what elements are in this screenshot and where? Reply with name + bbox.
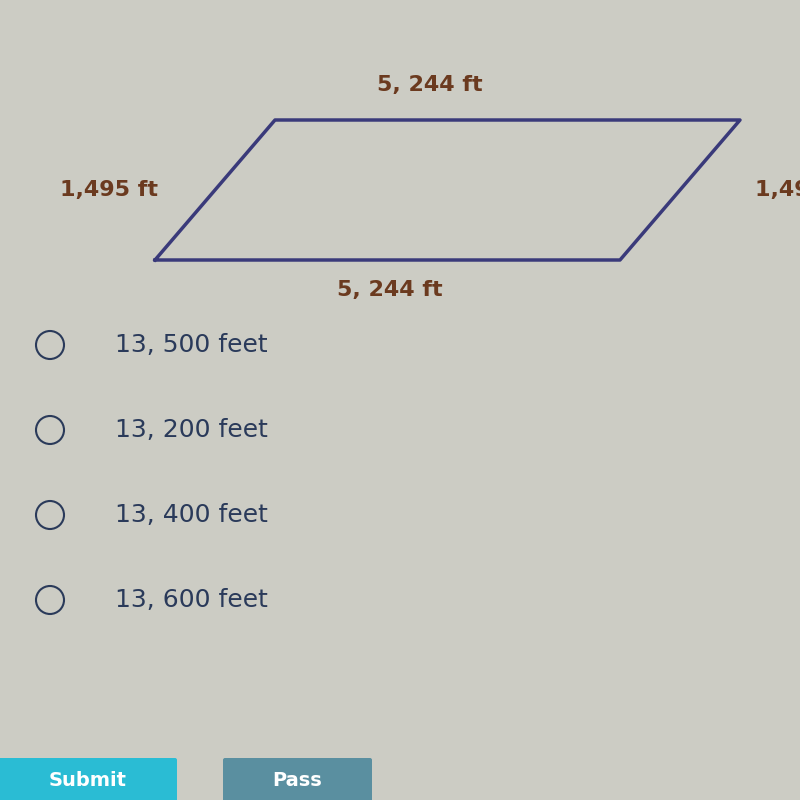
Text: 5, 244 ft: 5, 244 ft bbox=[337, 280, 443, 300]
FancyBboxPatch shape bbox=[223, 758, 372, 800]
Text: 1,495 ft: 1,495 ft bbox=[60, 180, 158, 200]
Text: Submit: Submit bbox=[49, 771, 126, 790]
Text: 1,495 ft: 1,495 ft bbox=[755, 180, 800, 200]
Text: 5, 244 ft: 5, 244 ft bbox=[377, 75, 483, 95]
Text: 13, 500 feet: 13, 500 feet bbox=[115, 333, 268, 357]
FancyBboxPatch shape bbox=[0, 758, 177, 800]
Text: Pass: Pass bbox=[273, 771, 322, 790]
Text: 13, 200 feet: 13, 200 feet bbox=[115, 418, 268, 442]
Text: 13, 600 feet: 13, 600 feet bbox=[115, 588, 268, 612]
Text: 13, 400 feet: 13, 400 feet bbox=[115, 503, 268, 527]
